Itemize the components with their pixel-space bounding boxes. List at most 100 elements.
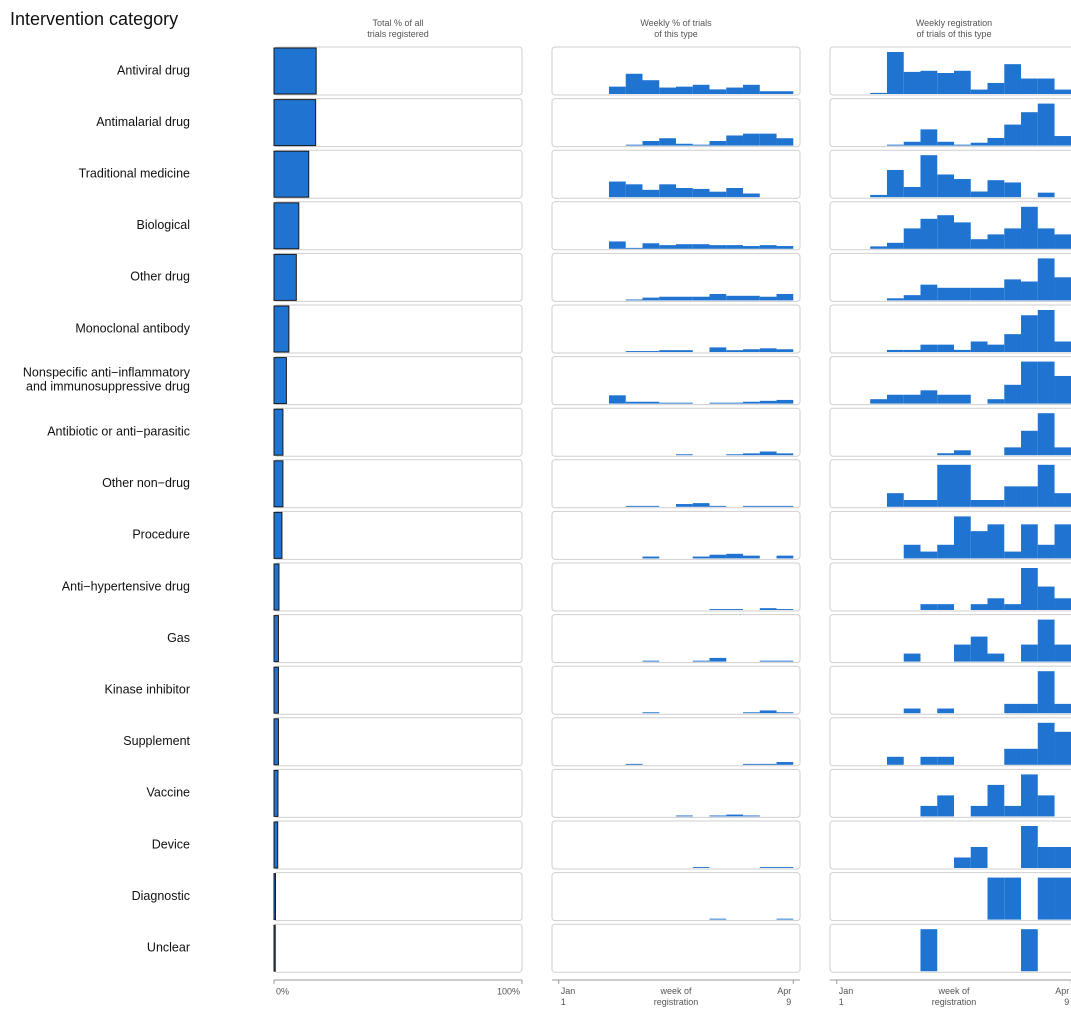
bar	[726, 553, 744, 559]
row-label: Gas	[167, 631, 190, 645]
bar	[273, 718, 279, 766]
facet-frame	[551, 252, 801, 302]
bar	[743, 401, 760, 404]
bar	[1004, 124, 1022, 146]
heading: Intervention category	[10, 9, 178, 29]
bar	[273, 821, 279, 869]
bar	[1037, 795, 1055, 817]
bar	[659, 184, 676, 198]
bar	[273, 563, 280, 611]
row-label: Biological	[136, 218, 190, 232]
bar	[743, 133, 760, 146]
bar	[1037, 103, 1055, 146]
bar	[1021, 315, 1038, 352]
bar	[608, 86, 626, 94]
bar	[1021, 748, 1038, 765]
bar	[776, 918, 794, 920]
bar	[692, 503, 710, 507]
row-label: Diagnostic	[132, 889, 190, 903]
bar	[642, 297, 660, 301]
x-tick-label: Jan 1	[561, 986, 576, 1007]
bar	[273, 253, 297, 301]
bar	[692, 556, 710, 559]
bar	[903, 71, 921, 94]
bar	[937, 795, 954, 817]
bar	[1021, 644, 1038, 662]
bar	[987, 399, 1005, 404]
bar	[1021, 486, 1038, 507]
bar	[886, 493, 904, 507]
bar	[1054, 731, 1071, 765]
bar	[1037, 464, 1055, 507]
bar	[1004, 447, 1022, 456]
bar	[625, 184, 643, 198]
bar	[1054, 847, 1071, 868]
bar	[920, 284, 938, 301]
bar	[776, 609, 794, 610]
bar	[920, 805, 938, 817]
bar	[1054, 277, 1071, 301]
facet-frame	[829, 356, 1071, 406]
x-tick-label: Apr 9	[1055, 986, 1069, 1007]
bar	[692, 296, 710, 301]
bar	[625, 144, 643, 146]
bar	[776, 246, 794, 249]
bar	[759, 660, 777, 662]
bar	[709, 815, 727, 817]
bar	[273, 924, 276, 972]
facet-frame	[551, 562, 801, 612]
bar	[273, 769, 279, 817]
bar	[692, 144, 710, 146]
bar	[1054, 877, 1071, 920]
bar	[1037, 228, 1055, 249]
bar	[273, 873, 276, 921]
bar	[709, 191, 727, 198]
bar	[954, 179, 971, 198]
bar	[692, 660, 710, 662]
bar	[625, 351, 643, 352]
facet-frame	[829, 872, 1071, 922]
facet-frame	[273, 149, 523, 199]
bar	[709, 402, 727, 404]
bar	[1004, 805, 1022, 817]
bar	[970, 636, 988, 662]
bar	[1004, 486, 1022, 507]
bar	[970, 847, 988, 868]
bar	[759, 133, 777, 146]
bar	[937, 73, 954, 94]
bar	[1037, 847, 1055, 868]
facet-frame	[551, 768, 801, 818]
facet-frame	[551, 149, 801, 199]
bar	[1037, 544, 1055, 559]
bar	[608, 181, 626, 198]
facet-frame	[829, 149, 1071, 199]
bar	[726, 402, 744, 404]
bar	[273, 150, 310, 198]
bar	[1054, 447, 1071, 456]
bar	[709, 657, 727, 662]
facet-frame	[829, 46, 1071, 96]
facet-frame	[551, 304, 801, 354]
row-label: Other non−drug	[102, 476, 190, 490]
bar	[870, 194, 887, 198]
bar	[954, 349, 971, 352]
bar	[676, 86, 693, 94]
bar	[954, 644, 971, 662]
bar	[903, 499, 921, 507]
bar	[625, 73, 643, 94]
bar	[642, 243, 660, 249]
bar	[642, 505, 660, 507]
x-tick-label: 0%	[276, 986, 289, 996]
bar	[726, 87, 744, 94]
facet-frame	[551, 98, 801, 148]
bar	[676, 143, 693, 146]
bar	[1004, 748, 1022, 765]
bar	[937, 141, 954, 146]
bar	[1037, 722, 1055, 765]
bar	[937, 464, 954, 507]
bar	[987, 137, 1005, 146]
facet-frame	[551, 510, 801, 560]
bar	[970, 287, 988, 301]
bar	[937, 394, 954, 404]
bar	[1054, 234, 1071, 249]
